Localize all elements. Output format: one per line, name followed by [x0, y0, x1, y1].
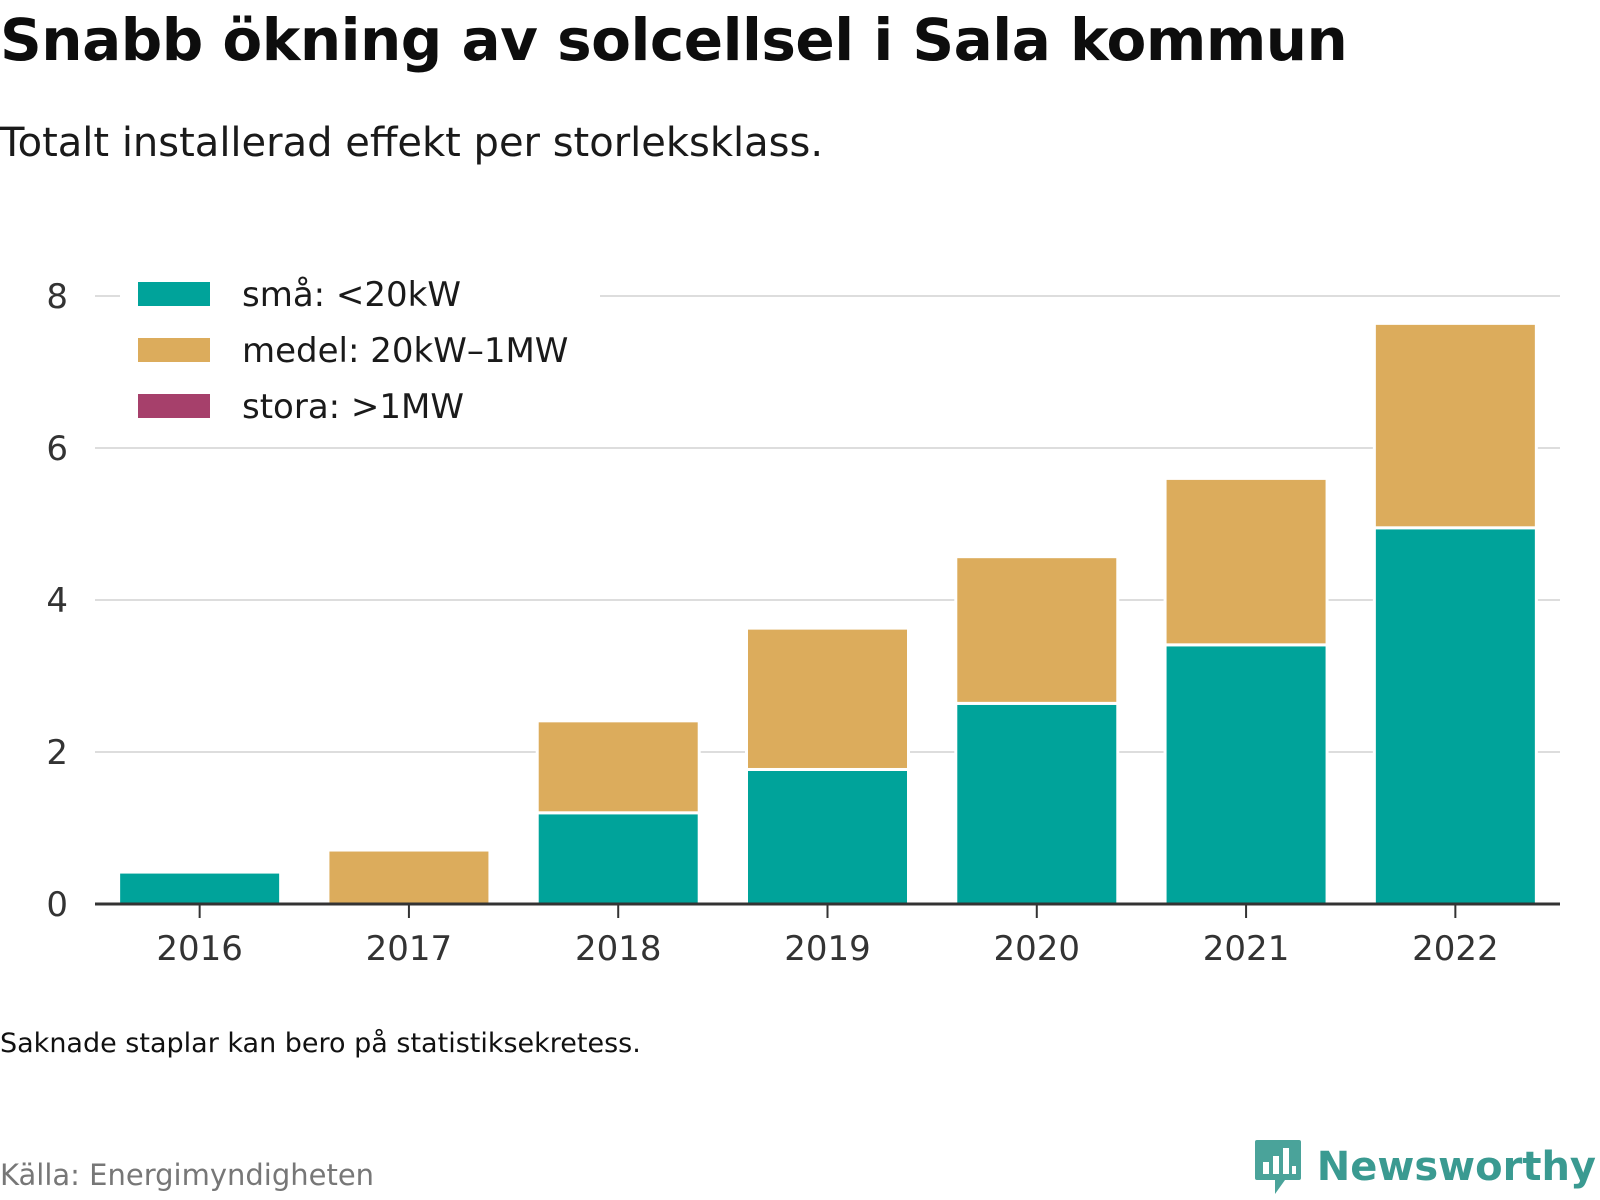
stacked-bar-chart: 0 2 4 6 8 2016 2017 2018 2019 2020 2021 2022 små: <2… — [46, 275, 1560, 969]
legend-label: medel: 20kW–1MW — [242, 331, 568, 371]
brand-logo: Newsworthy — [1253, 1138, 1596, 1196]
legend-swatch — [138, 282, 210, 306]
brand-name: Newsworthy — [1316, 1144, 1596, 1190]
x-tick-label: 2018 — [575, 929, 662, 969]
x-tick-label: 2017 — [366, 929, 453, 969]
bar-segment — [117, 870, 283, 906]
footnote: Saknade staplar kan bero på statistiksek… — [0, 1028, 641, 1059]
bar-segment — [954, 701, 1120, 906]
bar-segment — [1372, 321, 1538, 530]
bar-segment — [745, 626, 910, 771]
bar-segment — [326, 848, 492, 906]
x-tick-label: 2021 — [1203, 929, 1290, 969]
bar-segment — [535, 719, 701, 815]
legend-label: stora: >1MW — [242, 387, 464, 427]
legend-swatch — [138, 394, 210, 418]
y-tick-label: 8 — [46, 277, 68, 317]
newsworthy-logo-icon — [1254, 1140, 1301, 1194]
y-tick-label: 6 — [46, 429, 68, 469]
bar-segment — [1163, 643, 1329, 906]
chart-title: Snabb ökning av solcellsel i Sala kommun — [0, 6, 1348, 74]
bar-segment — [535, 811, 701, 906]
x-tick-label: 2022 — [1412, 929, 1499, 969]
y-tick-label: 0 — [46, 885, 68, 925]
chart-subtitle: Totalt installerad effekt per storlekskl… — [0, 120, 824, 166]
x-tick-label: 2020 — [994, 929, 1081, 969]
bar-segment — [745, 767, 910, 906]
source-credit: Källa: Energimyndigheten — [0, 1158, 375, 1192]
legend-label: små: <20kW — [242, 275, 461, 315]
bar-segment — [1372, 526, 1538, 906]
x-tick-label: 2019 — [784, 929, 871, 969]
bar-segment — [954, 555, 1120, 705]
legend-swatch — [138, 338, 210, 362]
y-tick-label: 4 — [46, 581, 68, 621]
bar-segment — [1163, 476, 1329, 647]
y-tick-label: 2 — [46, 733, 68, 773]
x-tick-label: 2016 — [156, 929, 243, 969]
